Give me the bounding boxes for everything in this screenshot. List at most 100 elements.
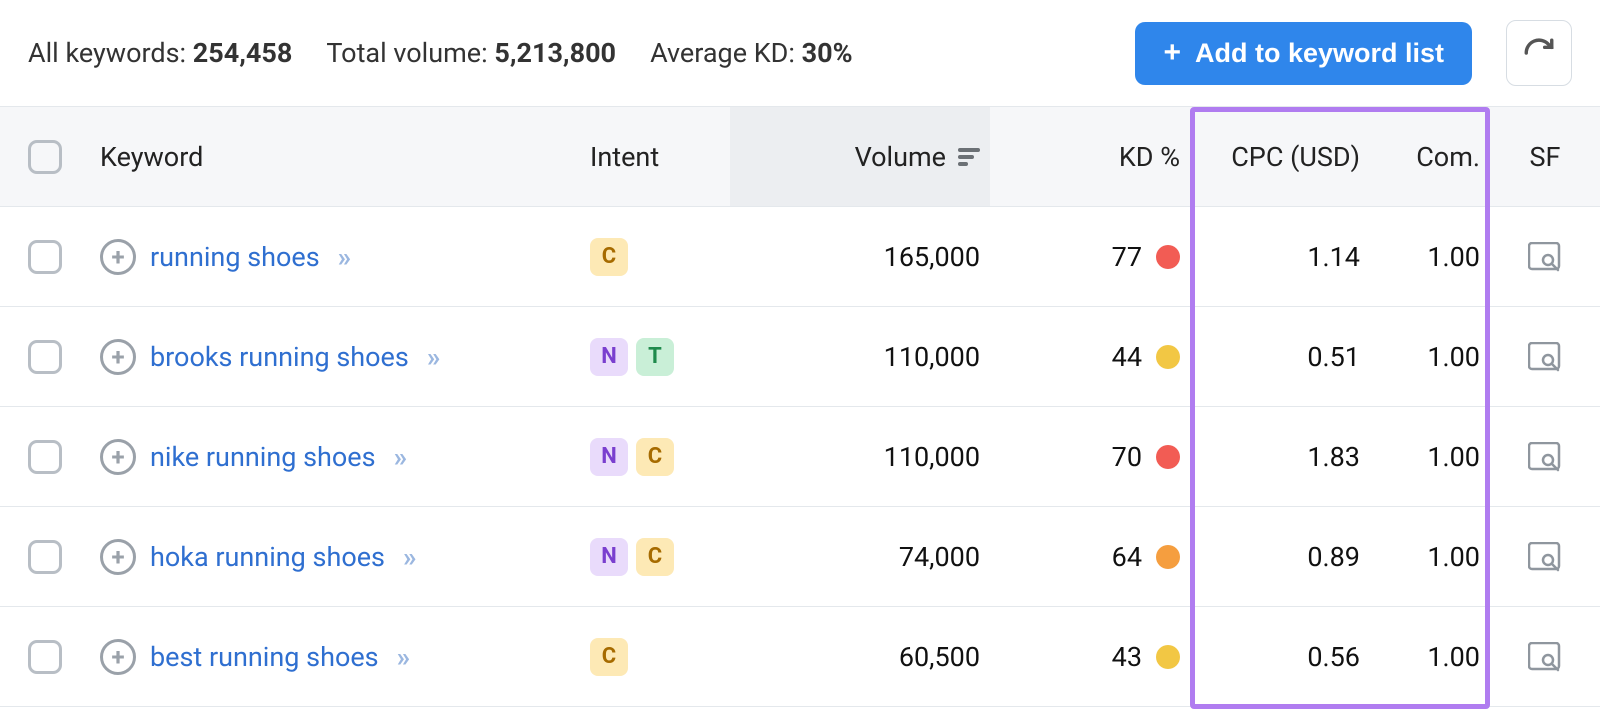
add-button-label: Add to keyword list [1195, 38, 1444, 69]
chevron-right-icon[interactable]: » [403, 541, 411, 573]
intent-badge-c: C [590, 638, 628, 676]
metric-value: 5,213,800 [494, 37, 616, 69]
metric-total-volume: Total volume: 5,213,800 [326, 37, 616, 69]
col-cpc-label: CPC (USD) [1231, 141, 1360, 173]
table-row: +hoka running shoes»NC74,000640.891.00 [0, 507, 1600, 607]
chevron-right-icon[interactable]: » [394, 441, 402, 473]
cpc-cell: 1.14 [1190, 241, 1370, 273]
serp-icon[interactable] [1528, 342, 1562, 372]
row-checkbox-cell [0, 440, 90, 474]
col-com-label: Com. [1416, 141, 1480, 173]
expand-icon[interactable]: + [100, 439, 136, 475]
refresh-icon [1522, 36, 1556, 70]
kd-cell: 64 [990, 541, 1190, 573]
keyword-cell: + best running shoes » [90, 639, 580, 675]
intent-badge-c: C [590, 238, 628, 276]
keyword-link[interactable]: best running shoes [150, 641, 379, 673]
keyword-link[interactable]: running shoes [150, 241, 320, 273]
plus-icon: + [1163, 38, 1181, 68]
intent-cell: NT [580, 338, 730, 376]
com-cell: 1.00 [1370, 641, 1490, 673]
intent-cell: NC [580, 538, 730, 576]
volume-cell: 74,000 [730, 541, 990, 573]
refresh-button[interactable] [1506, 20, 1572, 86]
keyword-cell: + brooks running shoes » [90, 339, 580, 375]
intent-cell: C [580, 638, 730, 676]
keyword-cell: + nike running shoes » [90, 439, 580, 475]
col-intent[interactable]: Intent [580, 141, 730, 173]
col-volume[interactable]: Volume [730, 107, 990, 206]
table-row: + running shoes » C 165,000771.141.00 [0, 207, 1600, 307]
row-checkbox-cell [0, 240, 90, 274]
com-cell: 1.00 [1370, 441, 1490, 473]
sf-cell [1490, 342, 1600, 372]
row-checkbox[interactable] [28, 240, 62, 274]
sf-cell [1490, 642, 1600, 672]
metric-avg-kd: Average KD: 30% [650, 37, 853, 69]
table-row: +nike running shoes»NC110,000701.831.00 [0, 407, 1600, 507]
col-sf-label: SF [1530, 141, 1561, 173]
add-to-keyword-list-button[interactable]: + Add to keyword list [1135, 22, 1472, 85]
keywords-table: Keyword Intent Volume KD % CPC (USD) Com… [0, 106, 1600, 707]
select-all-checkbox[interactable] [28, 140, 62, 174]
expand-icon[interactable]: + [100, 639, 136, 675]
col-volume-label: Volume [855, 141, 946, 173]
intent-badge-n: N [590, 438, 628, 476]
kd-value: 64 [1112, 541, 1142, 573]
metric-value: 254,458 [193, 37, 293, 69]
col-sf[interactable]: SF [1490, 141, 1600, 173]
chevron-right-icon[interactable]: » [427, 341, 435, 373]
col-keyword[interactable]: Keyword [90, 141, 580, 173]
kd-cell: 43 [990, 641, 1190, 673]
expand-icon[interactable]: + [100, 339, 136, 375]
table-row: +brooks running shoes»NT110,000440.511.0… [0, 307, 1600, 407]
keyword-cell: + hoka running shoes » [90, 539, 580, 575]
metric-label: Total volume: [326, 37, 494, 69]
com-cell: 1.00 [1370, 241, 1490, 273]
expand-icon[interactable]: + [100, 539, 136, 575]
kd-cell: 77 [990, 241, 1190, 273]
cpc-cell: 0.56 [1190, 641, 1370, 673]
intent-badge-c: C [636, 438, 674, 476]
kd-cell: 70 [990, 441, 1190, 473]
keyword-cell: + running shoes » [90, 239, 580, 275]
com-cell: 1.00 [1370, 341, 1490, 373]
kd-value: 43 [1112, 641, 1142, 673]
serp-icon[interactable] [1528, 442, 1562, 472]
col-cpc[interactable]: CPC (USD) [1190, 141, 1370, 173]
serp-icon[interactable] [1528, 642, 1562, 672]
col-com[interactable]: Com. [1370, 141, 1490, 173]
keyword-link[interactable]: brooks running shoes [150, 341, 409, 373]
table-row: +best running shoes»C60,500430.561.00 [0, 607, 1600, 707]
row-checkbox-cell [0, 540, 90, 574]
volume-cell: 165,000 [730, 241, 990, 273]
serp-icon[interactable] [1528, 242, 1562, 272]
row-checkbox[interactable] [28, 640, 62, 674]
kd-cell: 44 [990, 341, 1190, 373]
row-checkbox-cell [0, 340, 90, 374]
volume-cell: 110,000 [730, 341, 990, 373]
metric-value: 30% [802, 37, 853, 69]
col-intent-label: Intent [590, 141, 659, 173]
metric-all-keywords: All keywords: 254,458 [28, 37, 292, 69]
intent-badge-c: C [636, 538, 674, 576]
kd-dot-icon [1156, 345, 1180, 369]
kd-dot-icon [1156, 245, 1180, 269]
row-checkbox[interactable] [28, 440, 62, 474]
kd-dot-icon [1156, 545, 1180, 569]
chevron-right-icon[interactable]: » [397, 641, 405, 673]
keyword-link[interactable]: hoka running shoes [150, 541, 385, 573]
row-checkbox[interactable] [28, 340, 62, 374]
volume-cell: 110,000 [730, 441, 990, 473]
row-checkbox[interactable] [28, 540, 62, 574]
chevron-right-icon[interactable]: » [338, 241, 346, 273]
col-checkbox [0, 140, 90, 174]
keyword-link[interactable]: nike running shoes [150, 441, 376, 473]
intent-badge-n: N [590, 538, 628, 576]
col-kd-label: KD % [1119, 141, 1180, 173]
col-keyword-label: Keyword [100, 141, 203, 173]
col-kd[interactable]: KD % [990, 141, 1190, 173]
expand-icon[interactable]: + [100, 239, 136, 275]
serp-icon[interactable] [1528, 542, 1562, 572]
kd-value: 44 [1112, 341, 1142, 373]
